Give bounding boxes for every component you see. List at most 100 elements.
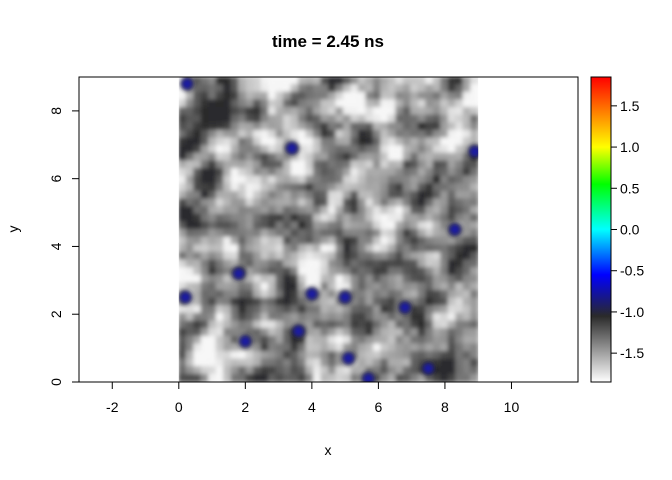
heatmap-cell bbox=[417, 343, 427, 353]
heatmap-cell bbox=[395, 206, 404, 215]
heatmap-cell bbox=[365, 160, 374, 170]
heatmap-cell bbox=[245, 91, 255, 101]
heatmap-cell bbox=[395, 145, 404, 154]
heatmap-cell bbox=[357, 84, 367, 93]
heatmap-cell bbox=[410, 213, 419, 223]
heatmap-cell bbox=[372, 335, 382, 345]
heatmap-cell bbox=[305, 328, 315, 337]
heatmap-cell bbox=[245, 236, 255, 246]
heatmap-cell bbox=[455, 282, 464, 292]
heatmap-cell bbox=[298, 168, 307, 177]
heatmap-cell bbox=[447, 267, 457, 276]
heatmap-cell bbox=[275, 244, 285, 253]
heatmap-cell bbox=[440, 107, 449, 116]
heatmap-cell bbox=[305, 91, 315, 101]
heatmap-cell bbox=[357, 107, 367, 116]
heatmap-cell bbox=[253, 190, 262, 200]
heatmap-cell bbox=[320, 122, 330, 131]
heatmap-cell bbox=[350, 190, 359, 200]
heatmap-cell bbox=[387, 190, 397, 200]
heatmap-cell bbox=[342, 335, 352, 345]
heatmap-cell bbox=[298, 91, 307, 101]
heatmap-cell bbox=[410, 129, 419, 139]
heatmap-cell bbox=[365, 213, 374, 223]
heatmap-cell bbox=[328, 259, 337, 269]
heatmap-cell bbox=[193, 229, 202, 238]
heatmap-cell bbox=[200, 137, 210, 147]
heatmap-cell bbox=[462, 320, 472, 330]
heatmap-cell bbox=[275, 351, 285, 360]
heatmap-cell bbox=[283, 297, 292, 307]
heatmap-cell bbox=[410, 152, 419, 162]
heatmap-cell bbox=[432, 236, 442, 246]
heatmap-cell bbox=[342, 305, 352, 314]
heatmap-cell bbox=[313, 312, 322, 322]
heatmap-cell bbox=[238, 312, 247, 322]
heatmap-cell bbox=[432, 343, 442, 353]
heatmap-cell bbox=[215, 335, 225, 345]
heatmap-cell bbox=[253, 145, 262, 154]
heatmap-cell bbox=[402, 175, 412, 185]
heatmap-cell bbox=[313, 320, 322, 330]
heatmap-cell bbox=[350, 320, 359, 330]
heatmap-cell bbox=[342, 320, 352, 330]
heatmap-cell bbox=[268, 229, 277, 238]
heatmap-cell bbox=[283, 198, 292, 208]
heatmap-cell bbox=[328, 236, 337, 246]
heatmap-cell bbox=[208, 351, 217, 360]
heatmap-cell bbox=[298, 358, 307, 368]
heatmap-cell bbox=[380, 351, 389, 360]
heatmap-cell bbox=[260, 129, 270, 139]
heatmap-cell bbox=[387, 373, 397, 382]
heatmap-cell bbox=[395, 244, 404, 253]
heatmap bbox=[178, 77, 479, 382]
heatmap-cell bbox=[425, 107, 434, 116]
heatmap-cell bbox=[230, 107, 240, 116]
heatmap-cell bbox=[425, 175, 434, 185]
heatmap-spot bbox=[287, 143, 297, 153]
heatmap-cell bbox=[470, 343, 479, 353]
heatmap-cell bbox=[328, 114, 337, 124]
heatmap-cell bbox=[290, 267, 300, 276]
heatmap-cell bbox=[402, 343, 412, 353]
heatmap-cell bbox=[387, 351, 397, 360]
heatmap-cell bbox=[283, 229, 292, 238]
heatmap-cell bbox=[328, 129, 337, 139]
heatmap-cell bbox=[320, 366, 330, 375]
heatmap-cell bbox=[417, 328, 427, 337]
heatmap-cell bbox=[372, 290, 382, 299]
heatmap-cell bbox=[185, 351, 195, 360]
heatmap-cell bbox=[313, 160, 322, 170]
heatmap-cell bbox=[447, 358, 457, 368]
heatmap-cell bbox=[185, 129, 195, 139]
heatmap-cell bbox=[313, 99, 322, 109]
heatmap-cell bbox=[380, 373, 389, 382]
heatmap-cell bbox=[425, 122, 434, 131]
heatmap-cell bbox=[313, 84, 322, 93]
heatmap-cell bbox=[223, 251, 232, 261]
heatmap-cell bbox=[200, 335, 210, 345]
heatmap-cell bbox=[208, 213, 217, 223]
heatmap-cell bbox=[268, 251, 277, 261]
heatmap-cell bbox=[417, 145, 427, 154]
heatmap-cell bbox=[440, 84, 449, 93]
colorbar-tick-label: -1.0 bbox=[620, 304, 644, 320]
heatmap-cell bbox=[230, 175, 240, 185]
heatmap-cell bbox=[178, 114, 187, 124]
heatmap-cell bbox=[268, 244, 277, 253]
x-tick-label: 6 bbox=[375, 399, 383, 415]
heatmap-cell bbox=[365, 114, 374, 124]
heatmap-cell bbox=[305, 84, 315, 93]
heatmap-cell bbox=[208, 129, 217, 139]
heatmap-cell bbox=[328, 251, 337, 261]
heatmap-cell bbox=[193, 236, 202, 246]
heatmap-cell bbox=[283, 213, 292, 223]
heatmap-cell bbox=[313, 145, 322, 154]
heatmap-cell bbox=[238, 373, 247, 382]
heatmap-cell bbox=[215, 152, 225, 162]
heatmap-cell bbox=[223, 320, 232, 330]
heatmap-cell bbox=[335, 328, 344, 337]
heatmap-cell bbox=[230, 328, 240, 337]
heatmap-cell bbox=[380, 198, 389, 208]
heatmap-cell bbox=[185, 328, 195, 337]
